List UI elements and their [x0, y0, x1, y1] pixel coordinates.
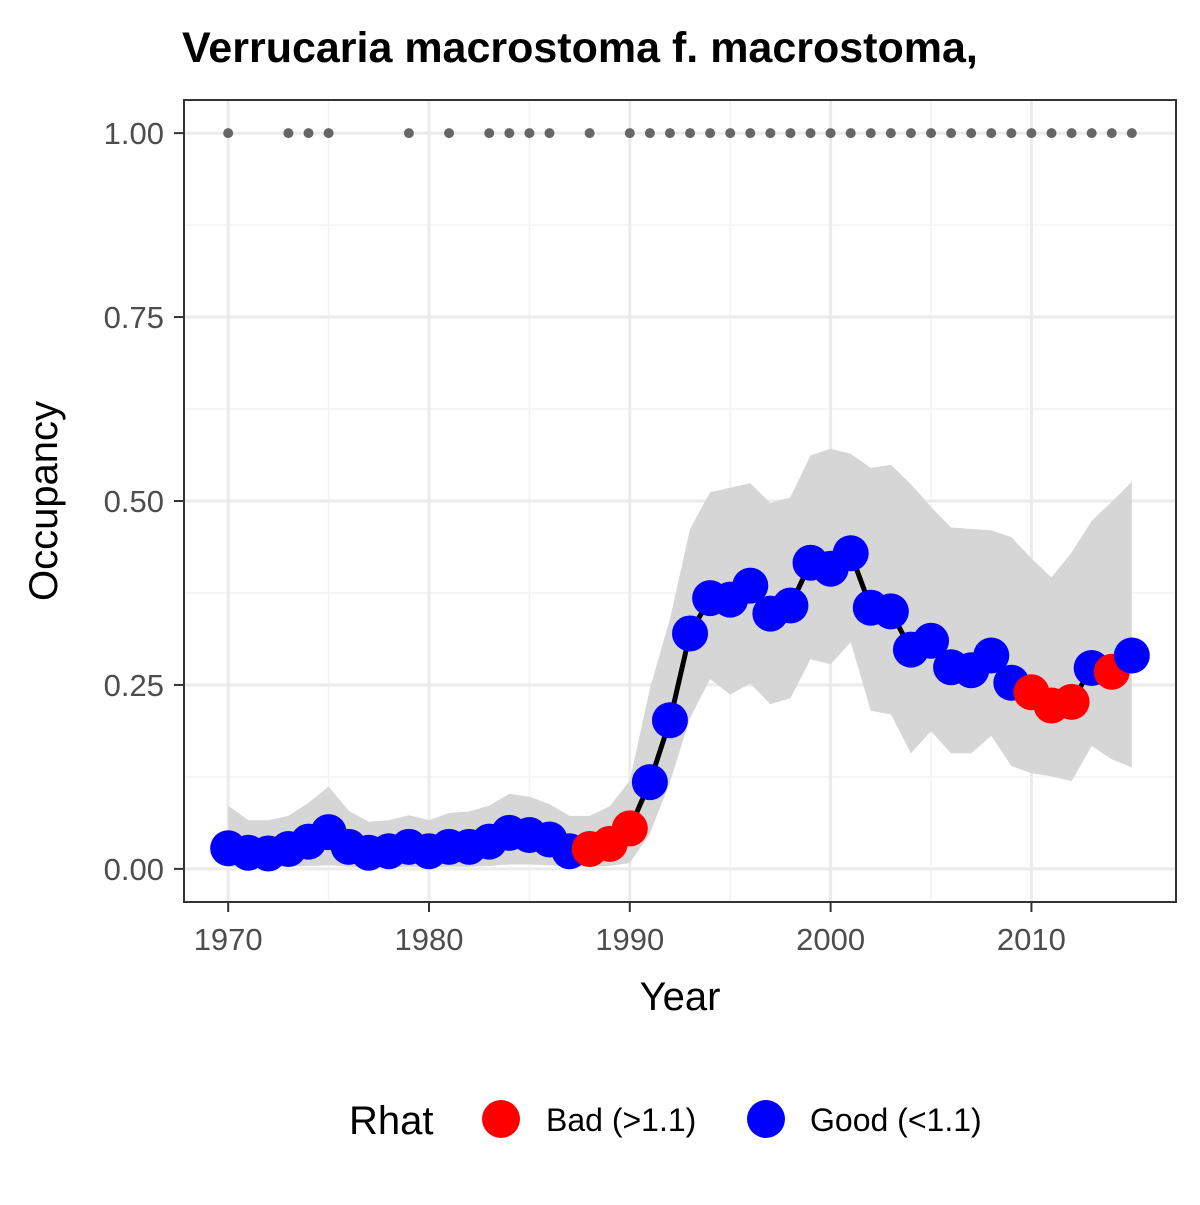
y-tick-label: 0.50	[104, 484, 164, 519]
record-dot	[825, 128, 836, 139]
record-dot	[524, 128, 535, 139]
record-dot	[725, 128, 736, 139]
record-dot	[946, 128, 957, 139]
y-tick-label: 0.00	[104, 852, 164, 887]
occupancy-point-good	[672, 615, 709, 652]
confidence-ribbon	[228, 448, 1132, 868]
legend-good-key	[747, 1100, 785, 1138]
record-dot	[323, 128, 334, 139]
record-dot	[1086, 128, 1097, 139]
occupancy-point-good	[772, 587, 809, 624]
occupancy-point-good	[732, 567, 769, 604]
record-dot	[484, 128, 495, 139]
record-dot	[705, 128, 716, 139]
occupancy-point-good	[631, 764, 668, 801]
record-dot	[966, 128, 977, 139]
occupancy-point-good	[832, 535, 869, 572]
record-dot	[544, 128, 555, 139]
record-dot	[283, 128, 294, 139]
chart-title: Verrucaria macrostoma f. macrostoma,	[182, 24, 978, 72]
record-dot	[785, 128, 796, 139]
occupancy-point-bad	[611, 810, 648, 847]
record-dot	[1106, 128, 1117, 139]
occupancy-point-good	[872, 593, 909, 630]
x-tick-label: 1980	[395, 922, 464, 957]
record-dot	[1006, 128, 1017, 139]
record-dot	[664, 128, 675, 139]
record-dot	[504, 128, 515, 139]
record-dots-layer	[223, 128, 1137, 139]
legend-bad-label: Bad (>1.1)	[546, 1102, 696, 1138]
record-dot	[765, 128, 776, 139]
record-dot	[905, 128, 916, 139]
x-tick-label: 1970	[194, 922, 263, 957]
record-dot	[624, 128, 635, 139]
x-axis-label: Year	[640, 975, 721, 1019]
x-tick-label: 2000	[796, 922, 865, 957]
occupancy-point-bad	[1053, 683, 1090, 720]
record-dot	[644, 128, 655, 139]
occupancy-point-good	[1113, 637, 1150, 674]
y-tick-label: 0.25	[104, 668, 164, 703]
y-axis-label: Occupancy	[22, 401, 66, 601]
y-tick-label: 1.00	[104, 116, 164, 151]
occupancy-point-good	[651, 702, 688, 739]
record-dot	[584, 128, 595, 139]
occupancy-points-layer	[210, 535, 1150, 872]
record-dot	[926, 128, 937, 139]
record-dot	[845, 128, 856, 139]
x-tick-label: 1990	[595, 922, 664, 957]
record-dot	[885, 128, 896, 139]
record-dot	[805, 128, 816, 139]
record-dot	[223, 128, 234, 139]
legend: Rhat Bad (>1.1) Good (<1.1)	[349, 1099, 982, 1143]
record-dot	[865, 128, 876, 139]
legend-good-label: Good (<1.1)	[810, 1102, 982, 1138]
occupancy-point-good	[973, 637, 1010, 674]
legend-title: Rhat	[349, 1099, 434, 1143]
record-dot	[1126, 128, 1137, 139]
occupancy-point-good	[913, 622, 950, 659]
y-axis: 0.00 0.25 0.50 0.75 1.00	[104, 116, 184, 887]
x-tick-label: 2010	[997, 922, 1066, 957]
record-dot	[403, 128, 414, 139]
record-dot	[745, 128, 756, 139]
legend-bad-key	[482, 1100, 520, 1138]
record-dot	[303, 128, 314, 139]
record-dot	[1066, 128, 1077, 139]
record-dot	[1046, 128, 1057, 139]
record-dot	[444, 128, 455, 139]
confidence-ribbon-layer	[228, 448, 1132, 868]
y-tick-label: 0.75	[104, 300, 164, 335]
record-dot	[986, 128, 997, 139]
x-axis: 1970 1980 1990 2000 2010	[194, 902, 1066, 957]
record-dot	[1026, 128, 1037, 139]
record-dot	[685, 128, 696, 139]
